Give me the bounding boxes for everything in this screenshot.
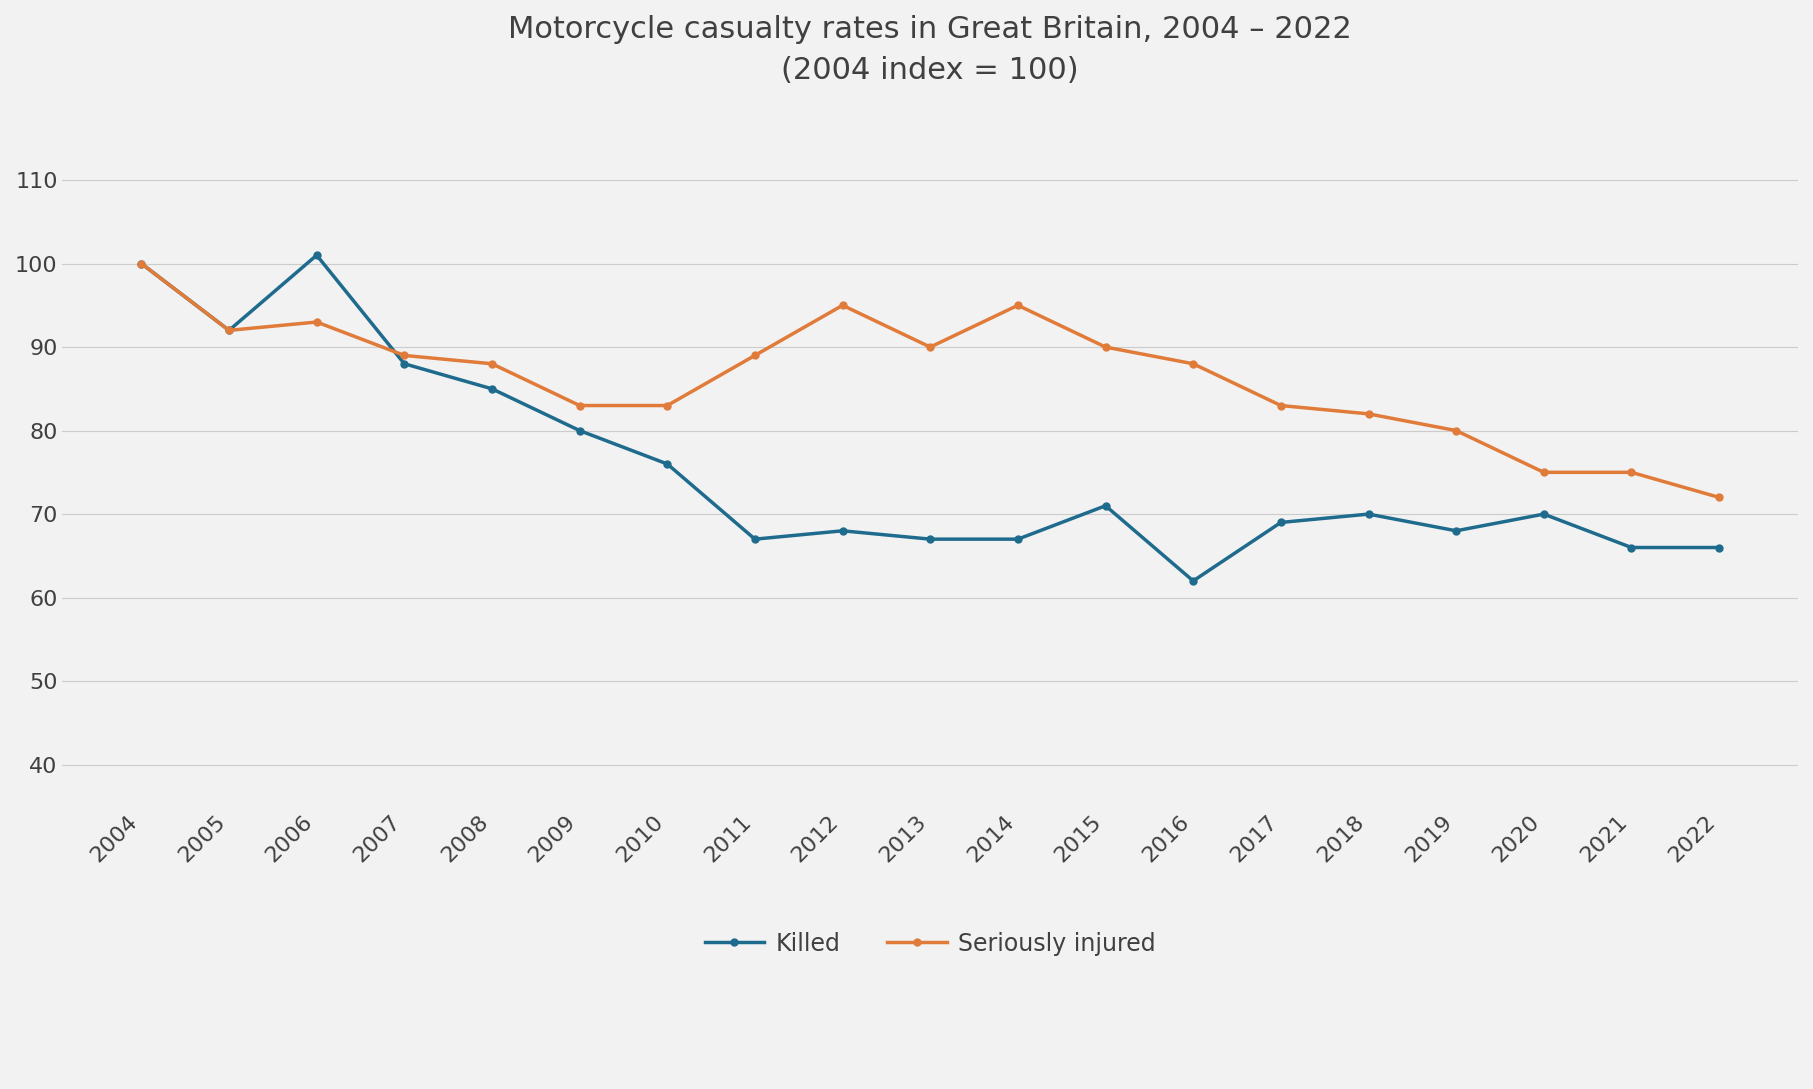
Killed xyxy=(131,257,152,270)
Seriously injured xyxy=(1095,341,1117,354)
Killed xyxy=(832,524,854,537)
Killed xyxy=(656,457,678,470)
Legend: Killed, Seriously injured: Killed, Seriously injured xyxy=(694,922,1166,965)
Seriously injured xyxy=(743,348,765,362)
Line: Seriously injured: Seriously injured xyxy=(138,260,1722,501)
Seriously injured xyxy=(1182,357,1204,370)
Killed xyxy=(1358,507,1380,521)
Seriously injured xyxy=(1445,424,1467,437)
Seriously injured xyxy=(1269,399,1291,412)
Killed xyxy=(306,248,328,261)
Seriously injured xyxy=(306,316,328,329)
Killed xyxy=(1269,516,1291,529)
Title: Motorcycle casualty rates in Great Britain, 2004 – 2022
(2004 index = 100): Motorcycle casualty rates in Great Brita… xyxy=(508,15,1352,85)
Seriously injured xyxy=(1006,298,1028,311)
Killed xyxy=(1621,541,1643,554)
Seriously injured xyxy=(1621,466,1643,479)
Killed xyxy=(1534,507,1556,521)
Seriously injured xyxy=(656,399,678,412)
Line: Killed: Killed xyxy=(138,252,1722,585)
Seriously injured xyxy=(1358,407,1380,420)
Seriously injured xyxy=(480,357,502,370)
Killed xyxy=(218,323,239,337)
Seriously injured xyxy=(832,298,854,311)
Seriously injured xyxy=(393,348,415,362)
Killed xyxy=(743,533,765,546)
Seriously injured xyxy=(919,341,941,354)
Killed xyxy=(919,533,941,546)
Killed xyxy=(1006,533,1028,546)
Killed xyxy=(480,382,502,395)
Seriously injured xyxy=(569,399,591,412)
Killed xyxy=(1095,499,1117,512)
Seriously injured xyxy=(131,257,152,270)
Killed xyxy=(393,357,415,370)
Killed xyxy=(1182,574,1204,587)
Killed xyxy=(569,424,591,437)
Seriously injured xyxy=(1708,491,1730,504)
Seriously injured xyxy=(218,323,239,337)
Killed xyxy=(1445,524,1467,537)
Killed xyxy=(1708,541,1730,554)
Seriously injured xyxy=(1534,466,1556,479)
